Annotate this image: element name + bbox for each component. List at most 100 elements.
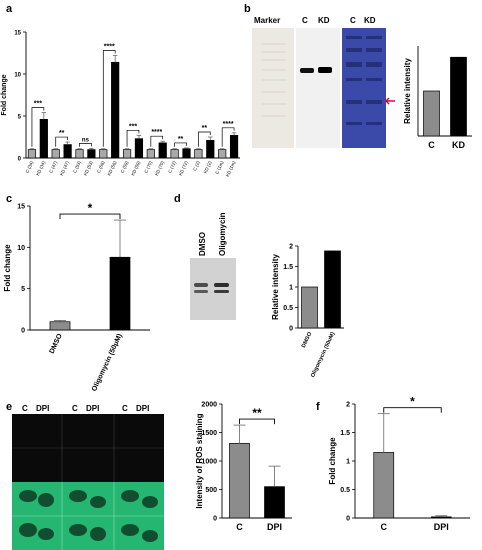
blot-d-band-dmso-1 bbox=[194, 283, 208, 287]
bar-a bbox=[229, 134, 239, 159]
blot-b-images: Marker C KD C KD bbox=[252, 16, 395, 148]
x-tick-label-f: C bbox=[381, 522, 388, 532]
chart-c: 0 5 10 15 Fold change DMSO Oligomycin (50μM) * bbox=[3, 201, 150, 393]
chart-d: 0 0.5 1 1.5 2 Relative intensity DMSOOligomyci… bbox=[271, 244, 344, 378]
bar-a bbox=[39, 119, 48, 159]
x-tick-label-e: C bbox=[236, 522, 243, 532]
chart-e: 0 500 1000 1500 2000 Intensity of ROS stainin… bbox=[195, 402, 292, 532]
significance-bracket-a bbox=[102, 50, 116, 147]
bar-a bbox=[218, 149, 227, 159]
y-tick-label-d: 1.5 bbox=[283, 264, 293, 271]
significance-label-a: *** bbox=[129, 123, 137, 130]
y-tick-label-a: 15 bbox=[14, 31, 21, 37]
bar-a bbox=[75, 149, 84, 159]
significance-bracket-a bbox=[55, 136, 68, 147]
panel-label-a: a bbox=[6, 3, 13, 15]
microscopy-e: C DPI C DPI C DPI bbox=[12, 404, 164, 550]
y-tick-label-e: 0 bbox=[213, 516, 217, 523]
x-tick-label-a: KD (47) bbox=[59, 160, 70, 177]
x-tick-label-a: C (1m) bbox=[214, 160, 225, 175]
x-tick-label-a: KD (2) bbox=[203, 160, 213, 174]
bar-a bbox=[146, 149, 155, 159]
bar-e bbox=[229, 442, 250, 519]
y-tick-label-c: 10 bbox=[17, 245, 25, 252]
y-tick-label-a: 0 bbox=[18, 157, 22, 163]
y-tick-label-d: 2 bbox=[289, 244, 293, 251]
significance-label-a: ** bbox=[178, 136, 184, 143]
y-tick-label-c: 15 bbox=[17, 204, 25, 211]
significance-label-a: ** bbox=[59, 130, 65, 137]
significance-label-a: **** bbox=[104, 44, 115, 51]
x-tick-label-d: DMSO bbox=[301, 331, 314, 349]
y-axis-label-f: Fold change bbox=[328, 437, 337, 485]
bar-a bbox=[122, 149, 132, 159]
x-tick-label-a: C (72) bbox=[167, 160, 177, 174]
significance-label-a: **** bbox=[223, 121, 234, 128]
significance-bracket-a bbox=[198, 131, 211, 147]
blot-d-image bbox=[190, 258, 236, 320]
significance-label-a: *** bbox=[34, 101, 42, 108]
bar-d bbox=[301, 286, 318, 329]
x-tick-label-b: KD bbox=[452, 140, 465, 150]
significance-label-f: * bbox=[410, 395, 415, 409]
bar-a bbox=[87, 149, 96, 159]
y-axis-label-b: Relative intensity bbox=[403, 58, 412, 124]
y-tick-label-a: 5 bbox=[18, 115, 22, 121]
significance-bracket-a bbox=[174, 142, 187, 147]
blot-d-band-dmso-2 bbox=[194, 290, 208, 293]
arrow-icon bbox=[385, 97, 395, 105]
x-tick-label-a: KD (70) bbox=[154, 160, 165, 177]
western-blot-image bbox=[296, 28, 340, 148]
x-tick-label-d: Oligomycin (50uM) bbox=[310, 331, 336, 378]
significance-bracket-e bbox=[239, 418, 275, 425]
y-tick-label-e: 500 bbox=[205, 487, 217, 494]
gel-label-c: C bbox=[350, 16, 356, 25]
significance-label-a: ns bbox=[82, 137, 90, 143]
x-tick-label-a: C (59) bbox=[120, 160, 130, 174]
y-tick-label-e: 1000 bbox=[201, 459, 217, 466]
y-tick-label-f: 2 bbox=[346, 402, 350, 409]
micro-label-dpi-3: DPI bbox=[136, 404, 149, 413]
x-tick-label-a: C (56) bbox=[96, 160, 106, 174]
bar-a bbox=[170, 149, 179, 159]
panel-label-e: e bbox=[6, 401, 12, 413]
y-axis-label-e: Intensity of ROS staining bbox=[195, 413, 204, 508]
bar-a bbox=[51, 149, 60, 159]
bar-d bbox=[324, 250, 341, 329]
panel-label-b: b bbox=[244, 3, 251, 15]
blot-label-c: C bbox=[302, 16, 308, 25]
x-tick-label-c: DMSO bbox=[49, 332, 64, 354]
y-tick-label-d: 0 bbox=[289, 326, 293, 333]
bar-a bbox=[134, 138, 144, 159]
coomassie-bands bbox=[346, 36, 382, 125]
x-tick-label-a: KD (59) bbox=[130, 160, 141, 177]
coomassie-gel-image bbox=[342, 28, 386, 148]
bar-a bbox=[194, 149, 203, 159]
significance-label-a: ** bbox=[202, 125, 208, 132]
significance-label-c: * bbox=[88, 201, 93, 215]
bar-c bbox=[49, 321, 71, 331]
x-tick-label-a: C (53) bbox=[72, 160, 82, 174]
significance-bracket-f bbox=[383, 407, 442, 413]
y-tick-label-c: 5 bbox=[21, 286, 25, 293]
y-tick-label-c: 0 bbox=[21, 328, 25, 335]
bar-a bbox=[158, 142, 167, 159]
bar-f bbox=[373, 452, 395, 519]
significance-bracket-a bbox=[221, 127, 235, 147]
blot-band-kd bbox=[318, 67, 332, 73]
x-tick-label-f: DPI bbox=[434, 522, 449, 532]
blot-d-label-oligomycin: Oligomycin bbox=[218, 212, 227, 256]
marker-lane-image bbox=[252, 28, 294, 148]
panel-label-f: f bbox=[316, 401, 320, 413]
bar-a bbox=[63, 144, 72, 159]
x-tick-label-e: DPI bbox=[267, 522, 282, 532]
x-tick-label-a: KD (56) bbox=[106, 160, 117, 177]
y-tick-label-e: 2000 bbox=[201, 402, 217, 409]
y-axis-label-c: Fold change bbox=[3, 244, 12, 292]
x-tick-label-a: C (47) bbox=[48, 160, 58, 174]
y-tick-label-f: 0.5 bbox=[340, 487, 350, 494]
blot-label-kd: KD bbox=[318, 16, 330, 25]
x-tick-label-a: KD (53) bbox=[83, 160, 94, 177]
